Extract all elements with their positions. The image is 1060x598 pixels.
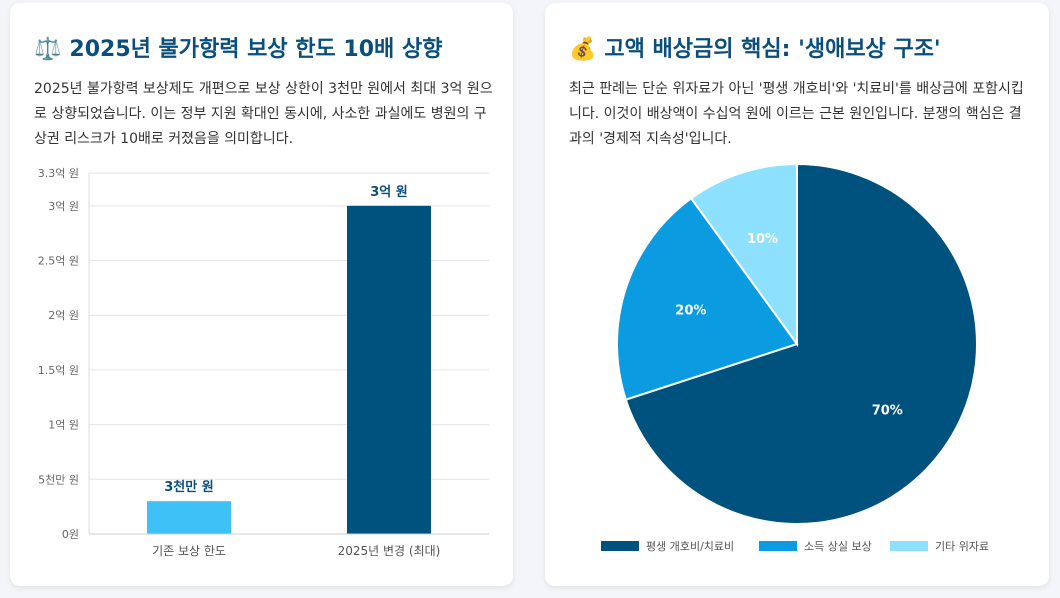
card-description: 2025년 불가항력 보상제도 개편으로 보상 상한이 3천만 원에서 최대 3… — [34, 81, 493, 147]
bar-chart: 0원 5천만 원 1억 원 1.5억 원 2억 원 2.5억 원 3억 원 3.3억 원 3천만… — [38, 167, 489, 558]
legend-label: 평생 개호비/치료비 — [646, 540, 734, 553]
bar-chart-card: ⚖️ 2025년 불가항력 보상 한도 10배 상향 2025년 불가항력 보상제… — [10, 3, 513, 586]
y-tick-label: 3.3억 원 — [38, 167, 79, 180]
card-title: ⚖️ 2025년 불가항력 보상 한도 10배 상향 — [34, 31, 442, 63]
title-text: 고액 배상금의 핵심: '생애보상 구조' — [604, 37, 941, 62]
pie-chart: 70% 20% 10% 평생 개호비/치료비 소득 상실 보상 기타 위자료 — [601, 162, 989, 553]
legend-swatch — [601, 541, 639, 551]
x-tick-label: 기존 보상 한도 — [152, 544, 226, 558]
bar — [347, 205, 431, 534]
pie-slice — [689, 162, 798, 348]
money-bag-icon: 💰 — [569, 37, 597, 62]
y-tick-label: 3억 원 — [48, 200, 79, 213]
card-description: 최근 판례는 단순 위자료가 아닌 '평생 개호비'와 '치료비'를 배상금에 … — [569, 81, 1024, 147]
y-tick-label: 1억 원 — [48, 419, 79, 432]
card-title: 💰 고액 배상금의 핵심: '생애보상 구조' — [569, 31, 941, 63]
y-tick-label: 2억 원 — [48, 309, 79, 322]
y-tick-label: 0원 — [62, 528, 79, 541]
x-tick-label: 2025년 변경 (최대) — [338, 544, 441, 558]
legend-label: 기타 위자료 — [935, 540, 989, 553]
pie-slice — [616, 196, 799, 401]
slice-label: 70% — [872, 404, 903, 419]
bar — [147, 501, 231, 534]
y-tick-label: 1.5억 원 — [38, 364, 79, 377]
slice-label: 20% — [675, 304, 706, 319]
bar-data-label: 3천만 원 — [164, 479, 213, 495]
bar-data-label: 3억 원 — [370, 185, 408, 200]
legend-swatch — [890, 541, 928, 551]
pie-chart-card: 💰 고액 배상금의 핵심: '생애보상 구조' 최근 판례는 단순 위자료가 아닌… — [545, 3, 1049, 586]
title-text: 2025년 불가항력 보상 한도 10배 상향 — [69, 37, 443, 62]
scale-icon: ⚖️ — [34, 37, 62, 62]
pie-slice — [624, 162, 978, 525]
legend-swatch — [759, 541, 797, 551]
legend-label: 소득 상실 보상 — [804, 540, 872, 553]
slice-label: 10% — [747, 232, 778, 247]
y-tick-label: 2.5억 원 — [38, 255, 79, 268]
y-tick-label: 5천만 원 — [38, 472, 79, 486]
